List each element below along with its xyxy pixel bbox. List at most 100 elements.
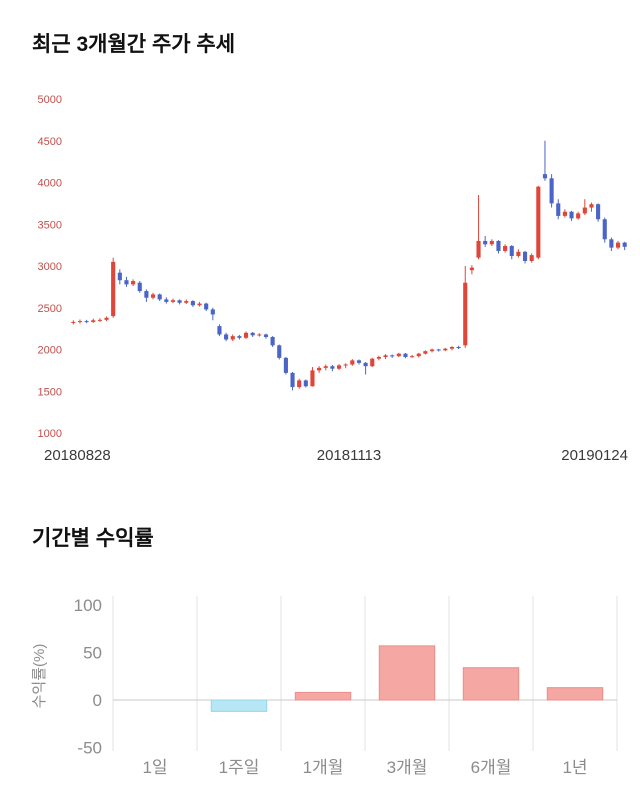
returns-bar-chart: 100 50 0 -50 1일 1주일 1개월 3개월 6개월 1년 수익률(%) — [31, 596, 618, 777]
returns-y-axis-label: 수익률(%) — [31, 644, 48, 709]
price-x-tick-label: 20190124 — [561, 447, 628, 464]
candle — [170, 298, 176, 304]
candle — [343, 363, 348, 369]
candle — [117, 269, 122, 285]
candle — [336, 364, 342, 370]
candle — [124, 276, 129, 287]
candle — [243, 331, 249, 340]
candle — [582, 199, 587, 216]
candle — [131, 279, 136, 287]
candle — [436, 348, 441, 352]
candle — [197, 301, 202, 307]
candle — [250, 331, 255, 337]
candle — [283, 357, 288, 375]
candle — [137, 281, 142, 293]
candle — [270, 336, 275, 347]
candle — [463, 266, 468, 348]
candle — [622, 241, 627, 251]
candle — [71, 320, 76, 325]
return-bar — [294, 691, 352, 701]
candle — [310, 367, 315, 387]
price-chart-title: 최근 3개월간 주가 추세 — [32, 33, 236, 56]
candle — [97, 318, 102, 322]
candle — [383, 354, 388, 360]
candle — [522, 250, 528, 264]
candle — [237, 334, 242, 340]
candle — [370, 357, 375, 368]
candle — [562, 209, 567, 218]
returns-y-tick-label: 0 — [93, 691, 102, 710]
candle — [150, 292, 156, 300]
candle — [503, 244, 508, 253]
candle — [403, 353, 408, 359]
returns-x-tick-label: 1주일 — [219, 758, 260, 777]
price-candlestick-chart: 5000 4500 4000 3500 3000 2500 2000 1500 1000 2018… — [38, 94, 628, 464]
candle — [416, 352, 421, 358]
candle — [602, 217, 607, 243]
candle — [350, 359, 355, 366]
candle — [529, 253, 534, 263]
price-y-tick-label: 2500 — [38, 303, 62, 315]
candle — [144, 289, 149, 302]
returns-x-tick-label: 6개월 — [471, 758, 512, 777]
return-bar — [546, 687, 604, 701]
candle — [330, 364, 335, 372]
price-y-tick-label: 3000 — [38, 261, 62, 273]
returns-y-tick-label: 100 — [74, 596, 102, 615]
candle — [542, 140, 548, 181]
candle — [396, 352, 401, 358]
candle — [323, 364, 328, 371]
returns-y-tick-label: 50 — [83, 644, 102, 663]
candle — [476, 195, 481, 260]
candle — [257, 333, 262, 337]
candle — [609, 237, 614, 251]
price-y-tick-label: 5000 — [38, 94, 62, 106]
candle — [549, 174, 554, 208]
price-y-tick-label: 2000 — [38, 345, 62, 357]
candle — [509, 245, 514, 260]
returns-x-tick-label: 1개월 — [303, 758, 344, 777]
candle — [596, 203, 601, 222]
candle — [91, 318, 96, 323]
candle — [190, 300, 195, 307]
candle — [217, 324, 222, 337]
candle — [356, 359, 362, 365]
candle — [317, 366, 322, 373]
candle — [290, 372, 295, 391]
candle — [230, 334, 235, 342]
candle — [177, 299, 182, 305]
return-bar — [378, 645, 436, 701]
candle — [263, 333, 269, 339]
candle — [615, 240, 621, 250]
candle — [516, 249, 521, 258]
candle — [556, 199, 561, 220]
price-x-tick-label: 20181113 — [317, 447, 382, 464]
candle — [104, 316, 109, 322]
candle — [576, 211, 581, 220]
candle — [483, 235, 488, 247]
returns-x-tick-label: 1일 — [142, 758, 167, 777]
candle — [111, 257, 116, 318]
candle — [277, 344, 282, 360]
candle — [456, 345, 461, 350]
price-y-tick-label: 4500 — [38, 136, 62, 148]
price-y-tick-label: 4000 — [38, 178, 62, 190]
return-bar — [462, 667, 520, 701]
candle — [489, 239, 494, 246]
candle — [224, 332, 229, 342]
candle — [303, 379, 308, 388]
price-x-tick-label: 20180828 — [44, 447, 111, 464]
candle — [363, 362, 368, 375]
candle — [184, 299, 189, 304]
candle — [536, 185, 541, 260]
price-y-tick-label: 1500 — [38, 386, 62, 398]
candle — [157, 293, 162, 302]
returns-chart-title: 기간별 수익률 — [32, 527, 154, 550]
candle — [210, 307, 215, 321]
returns-y-tick-label: -50 — [77, 739, 102, 758]
candle — [410, 354, 415, 358]
returns-x-tick-label: 1년 — [562, 758, 587, 777]
candle — [449, 346, 455, 351]
candle — [297, 378, 302, 389]
candle — [469, 265, 474, 275]
